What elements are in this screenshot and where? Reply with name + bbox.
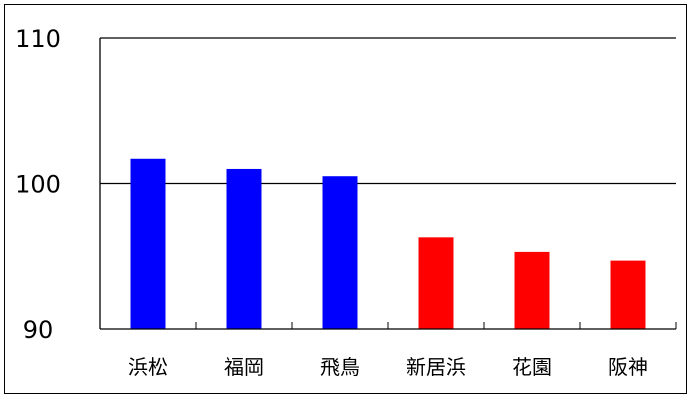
x-tick-label: 福岡	[224, 355, 264, 379]
y-tick-label: 100	[15, 171, 61, 199]
x-tick-label: 阪神	[608, 355, 648, 379]
x-tick-label: 新居浜	[406, 355, 466, 379]
x-tick-label: 花園	[512, 355, 552, 379]
bar-2	[226, 168, 262, 329]
bar-6	[610, 260, 646, 329]
bar-1	[130, 158, 166, 329]
bar-5	[514, 251, 550, 329]
x-tick-label: 飛鳥	[320, 355, 360, 379]
y-tick-label: 90	[23, 316, 54, 344]
bar-3	[322, 176, 358, 329]
x-tick-label: 浜松	[128, 355, 168, 379]
y-tick-label: 110	[15, 25, 61, 53]
chart-frame	[4, 4, 687, 394]
bar-4	[418, 237, 454, 329]
